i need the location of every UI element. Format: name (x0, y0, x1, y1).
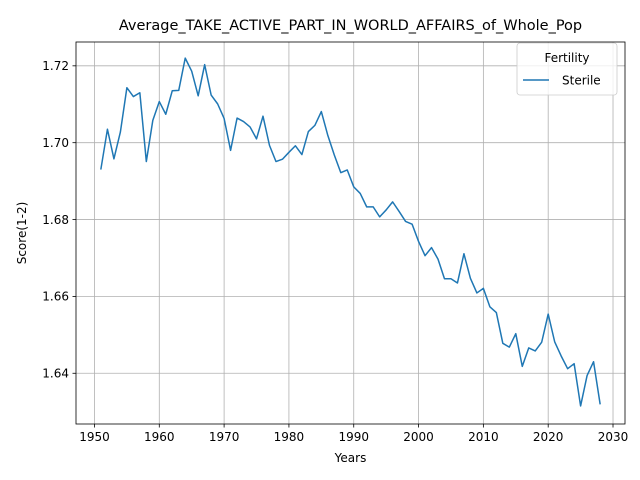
legend-box (516, 42, 618, 96)
x-tick-label: 2000 (403, 430, 434, 444)
legend-title: Fertility (544, 51, 589, 65)
axes (75, 41, 626, 425)
y-tick-label: 1.70 (42, 136, 69, 150)
plot-frame (75, 41, 626, 425)
y-axis-label: Score(1-2) (15, 202, 29, 265)
y-tick-label: 1.64 (42, 367, 69, 381)
y-tick-label: 1.68 (42, 213, 69, 227)
y-tick-label: 1.72 (42, 59, 69, 73)
x-tick-label: 1980 (274, 430, 305, 444)
x-tick-label: 2030 (598, 430, 629, 444)
series-group (100, 57, 601, 407)
legend-label-sterile: Sterile (562, 74, 601, 88)
x-tick-label: 2020 (533, 430, 564, 444)
y-axis-ticks: 1.64 1.66 1.68 1.70 1.72 (42, 59, 76, 381)
series-line-sterile (100, 57, 601, 407)
x-tick-label: 1990 (338, 430, 369, 444)
chart-title: Average_TAKE_ACTIVE_PART_IN_WORLD_AFFAIR… (119, 18, 582, 34)
x-axis-ticks: 1950 1960 1970 1980 1990 2000 2010 2020 2030 (79, 424, 628, 444)
legend: Fertility Sterile (516, 42, 618, 96)
y-tick-label: 1.66 (42, 290, 69, 304)
grid (76, 42, 625, 424)
x-tick-label: 1970 (209, 430, 240, 444)
plot-area (76, 42, 625, 424)
x-tick-label: 1950 (79, 430, 110, 444)
x-tick-label: 1960 (144, 430, 175, 444)
x-axis-label: Years (334, 451, 367, 465)
x-tick-label: 2010 (468, 430, 499, 444)
